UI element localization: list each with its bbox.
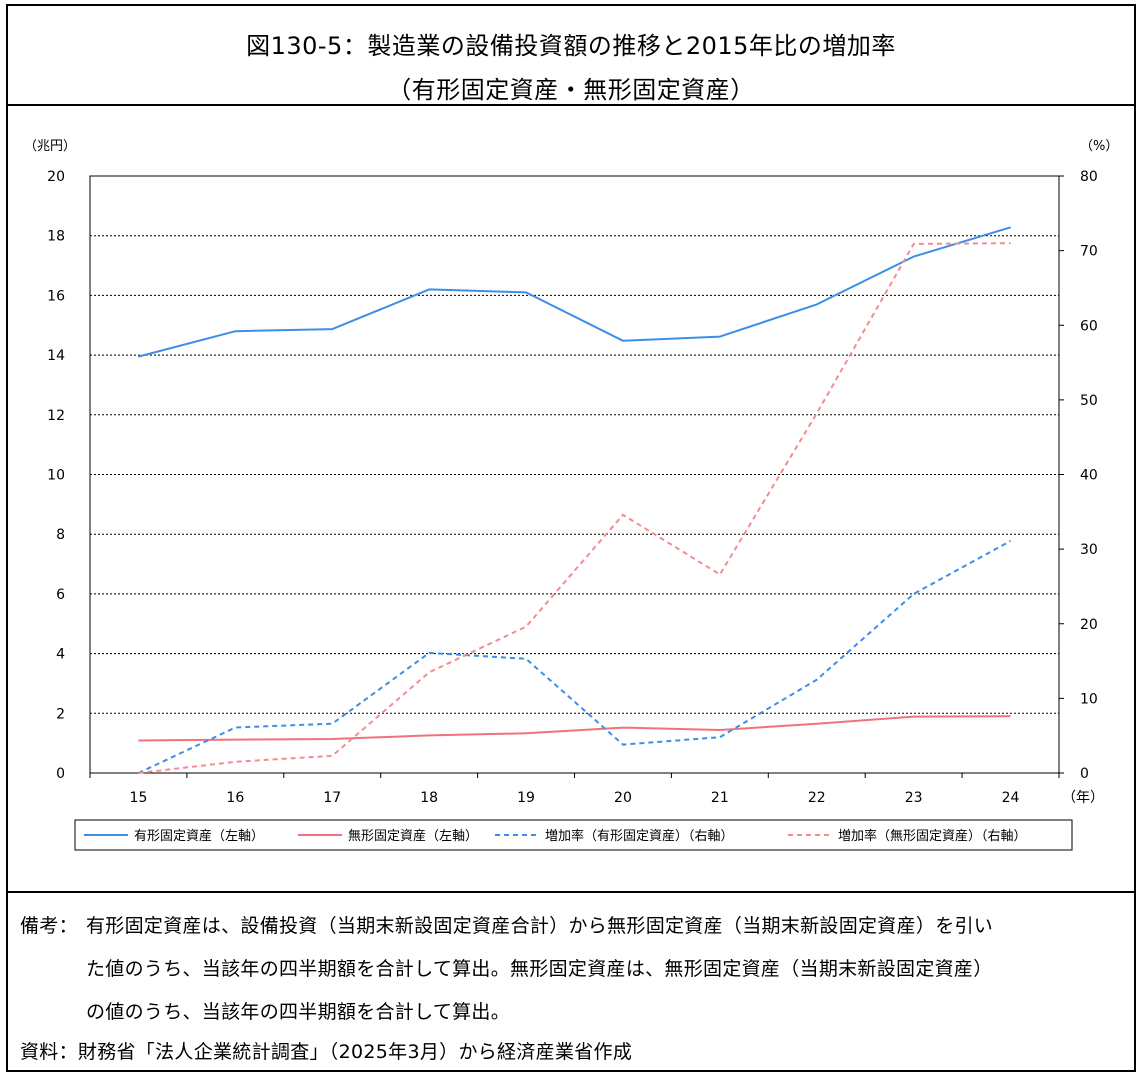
left-tick-label: 2 [56,706,65,722]
x-tick-label: 15 [130,790,148,806]
x-axis-unit: （年） [1062,790,1104,806]
series-line-4 [138,242,1011,774]
left-tick-label: 4 [56,647,65,663]
series-line-3 [137,540,1012,774]
right-tick-label: 60 [1080,318,1098,334]
x-tick-label: 16 [226,790,244,806]
x-tick-label: 21 [711,790,729,806]
x-tick-label: 23 [905,790,923,806]
legend-label-4: 増加率（無形固定資産）（右軸） [838,828,1027,844]
title-box: 図130-5：製造業の設備投資額の推移と2015年比の増加率 （有形固定資産・無… [8,6,1134,106]
right-tick-label: 80 [1080,169,1098,185]
left-tick-label: 14 [47,348,65,364]
left-axis-unit: （兆円） [24,139,76,154]
x-tick-label: 24 [1002,790,1020,806]
right-tick-label: 20 [1080,617,1098,633]
notes-line-2: た値のうち、当該年の四半期額を合計して算出。無形固定資産は、無形固定資産（当期末… [86,958,993,980]
right-tick-label: 0 [1080,766,1089,782]
left-tick-label: 0 [56,766,65,782]
x-tick-label: 17 [323,790,341,806]
right-tick-label: 70 [1080,244,1098,260]
left-tick-label: 8 [56,527,65,543]
notes-line-1: 有形固定資産は、設備投資（当期末新設固定資産合計）から無形固定資産（当期末新設固… [86,915,994,937]
legend-label-2: 無形固定資産（左軸） [348,828,478,844]
right-axis-unit: （%） [1080,139,1118,154]
x-tick-label: 19 [517,790,535,806]
right-tick-label: 30 [1080,542,1098,558]
notes-label: 備考： [20,915,78,937]
series-line-2 [138,715,1011,742]
x-tick-label: 20 [614,790,632,806]
right-tick-label: 40 [1080,468,1098,484]
left-tick-label: 12 [47,408,65,424]
chart-subtitle: （有形固定資産・無形固定資産） [387,76,755,104]
x-tick-label: 22 [808,790,826,806]
left-tick-label: 6 [56,587,65,603]
right-tick-label: 50 [1080,393,1098,409]
figure-frame: 図130-5：製造業の設備投資額の推移と2015年比の増加率 （有形固定資産・無… [6,4,1136,1072]
x-tick-label: 18 [420,790,438,806]
right-tick-label: 10 [1080,691,1098,707]
left-tick-label: 10 [47,468,65,484]
left-tick-label: 16 [47,288,65,304]
left-tick-label: 20 [47,169,65,185]
chart-title: 図130-5：製造業の設備投資額の推移と2015年比の増加率 [246,32,896,60]
legend-label-1: 有形固定資産（左軸） [134,828,264,844]
legend-box [74,819,1073,851]
notes-line-3: の値のうち、当該年の四半期額を合計して算出。 [86,1001,511,1023]
left-tick-label: 18 [47,229,65,245]
series-line-1 [138,226,1011,358]
source-note: 資料：財務省「法人企業統計調査」（2025年3月）から経済産業省作成 [20,1041,633,1063]
notes-box: 備考： 有形固定資産は、設備投資（当期末新設固定資産合計）から無形固定資産（当期… [8,891,1134,1070]
legend-label-3: 増加率（有形固定資産）（右軸） [545,828,734,844]
